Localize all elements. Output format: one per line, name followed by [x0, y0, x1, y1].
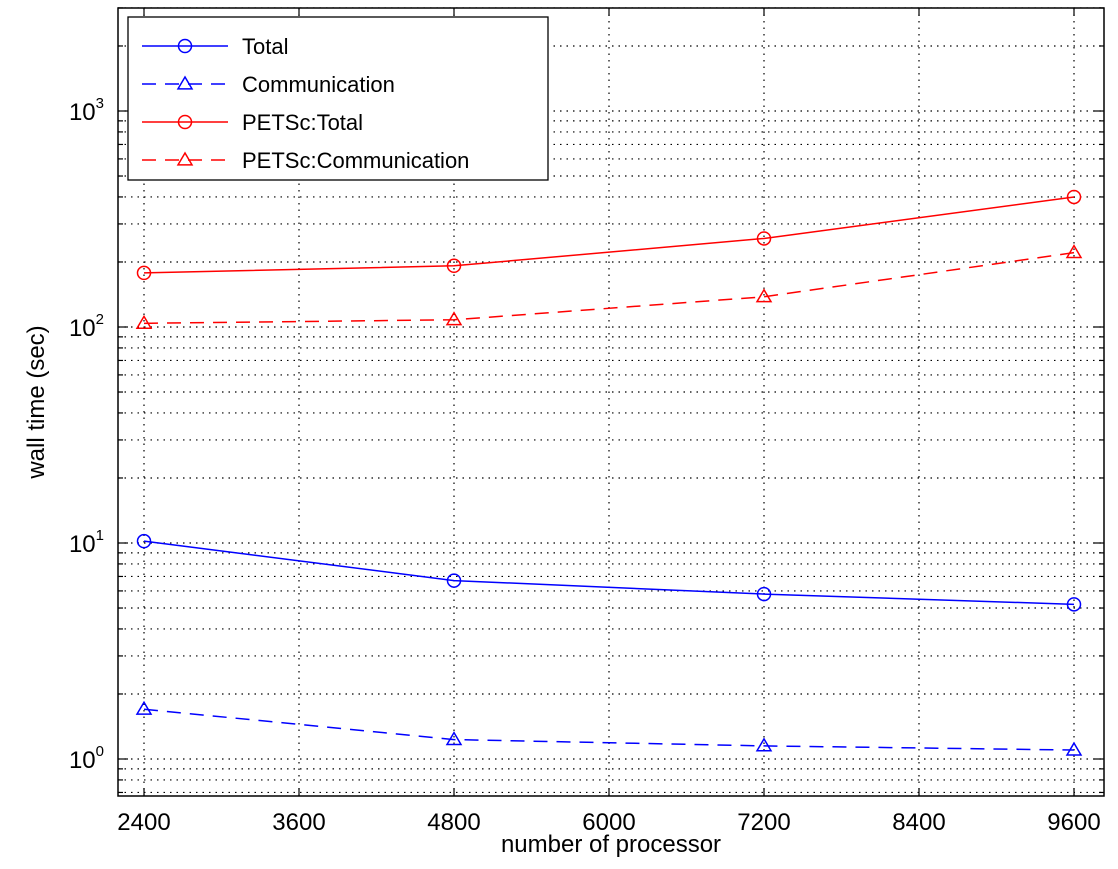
legend-box — [127, 16, 549, 181]
legend-label: Total — [242, 34, 288, 59]
data-point — [1065, 244, 1083, 259]
y-axis-title: wall time (sec) — [23, 325, 50, 479]
data-point — [135, 314, 153, 329]
data-point — [445, 311, 463, 326]
data-point — [755, 737, 773, 752]
series-0 — [136, 533, 1082, 612]
y-tick-exponent: 3 — [96, 95, 104, 112]
y-tick-base: 10 — [69, 99, 96, 126]
data-point — [756, 586, 772, 602]
data-point — [755, 288, 773, 303]
series-1 — [135, 700, 1083, 756]
data-point — [1066, 597, 1082, 612]
legend: Total Communication PETSc:Total PETSc:Commu… — [127, 16, 549, 181]
legend-marker — [176, 75, 194, 90]
y-tick-exponent: 1 — [96, 527, 104, 544]
x-axis-title: number of processor — [501, 831, 721, 858]
data-point — [135, 700, 153, 715]
series-line — [143, 251, 1075, 325]
plot-area-frame — [117, 7, 1105, 797]
data-point — [445, 731, 463, 746]
y-tick-label: 100 — [69, 743, 104, 774]
y-tick-label: 102 — [69, 311, 104, 342]
x-tick-label: 7200 — [737, 809, 790, 836]
legend-marker — [177, 114, 193, 130]
legend-label: Communication — [242, 72, 395, 97]
data-point — [1065, 741, 1083, 756]
legend-marker — [176, 151, 194, 166]
x-tick-label: 8400 — [892, 809, 945, 836]
data-point — [446, 258, 462, 274]
series-3 — [135, 244, 1083, 329]
data-point — [446, 573, 462, 588]
series-2 — [136, 189, 1082, 281]
series-group — [135, 189, 1083, 756]
x-tick-label: 2400 — [117, 809, 170, 836]
x-tick-label: 6000 — [582, 809, 635, 836]
y-tick-label: 103 — [69, 95, 104, 126]
x-tick-label: 4800 — [427, 809, 480, 836]
data-point — [1066, 189, 1082, 205]
y-tick-exponent: 2 — [96, 311, 104, 328]
y-tick-label: 101 — [69, 527, 104, 558]
y-tick-base: 10 — [69, 315, 96, 342]
series-line — [143, 708, 1075, 751]
legend-marker — [177, 38, 193, 54]
data-point — [136, 265, 152, 281]
y-tick-exponent: 0 — [96, 743, 104, 760]
legend-label: PETSc:Total — [242, 110, 363, 135]
y-tick-base: 10 — [69, 747, 96, 774]
legend-label: PETSc:Communication — [242, 148, 469, 173]
data-point — [756, 231, 772, 246]
x-tick-label: 9600 — [1047, 809, 1100, 836]
data-point — [136, 533, 152, 549]
y-tick-base: 10 — [69, 531, 96, 558]
x-tick-label: 3600 — [272, 809, 325, 836]
series-line — [143, 540, 1075, 606]
series-line — [143, 196, 1075, 274]
